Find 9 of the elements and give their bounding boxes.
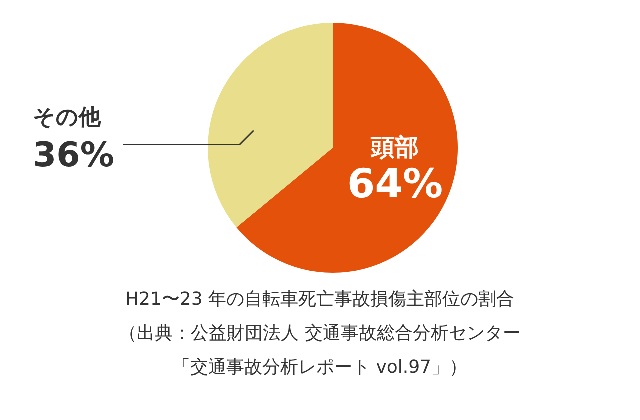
text: （出典：公益財団法人 交通事故総合分析センター	[118, 322, 522, 346]
slice-label: 頭部	[370, 133, 420, 162]
data-label: 64%	[347, 161, 444, 208]
data-label: 36%	[33, 136, 114, 176]
pie-slice	[236, 23, 458, 273]
slice-label: その他	[33, 106, 102, 131]
text: 「交通事故分析レポート vol.97」）	[171, 356, 468, 380]
text: H21〜23 年の自転車死亡事故損傷主部位の割合	[124, 288, 516, 312]
pie-slice	[208, 23, 333, 228]
